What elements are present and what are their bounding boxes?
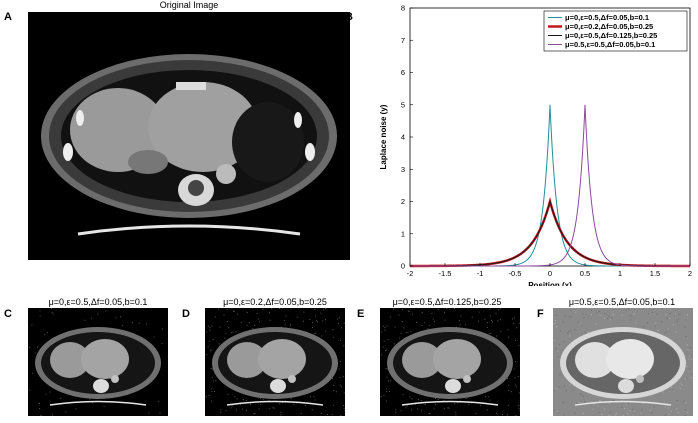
y-axis-label: Laplace noise (y) <box>379 104 388 169</box>
x-tick-label: -0.5 <box>509 269 522 278</box>
panel-a-letter: A <box>4 11 12 23</box>
ct-image-e <box>380 308 520 416</box>
y-tick-label: 0 <box>401 262 405 271</box>
panel-d-letter: D <box>182 308 190 320</box>
y-tick-label: 3 <box>401 165 405 174</box>
x-tick-label: 2 <box>688 269 692 278</box>
panel-f-title: μ=0.5,ε=0.5,Δf=0.05,b=0.1 <box>568 297 676 307</box>
legend-box <box>543 10 688 52</box>
legend-entry-2: μ=0,ε=0.2,Δf=0.05,b=0.25 <box>565 22 653 31</box>
legend-entry-3: μ=0,ε=0.5,Δf=0.125,b=0.25 <box>565 31 657 40</box>
x-tick-label: -1.5 <box>439 269 452 278</box>
panel-e-title: μ=0,ε=0.5,Δf=0.125,b=0.25 <box>392 297 502 307</box>
legend-entry-1: μ=0,ε=0.5,Δf=0.05,b=0.1 <box>565 13 649 22</box>
x-tick-label: 0 <box>548 269 552 278</box>
x-tick-label: -1 <box>477 269 484 278</box>
x-tick-label: 1 <box>618 269 622 278</box>
y-tick-label: 1 <box>401 229 405 238</box>
panel-d-title: μ=0,ε=0.2,Δf=0.05,b=0.25 <box>223 297 327 307</box>
y-tick-label: 6 <box>401 68 405 77</box>
x-tick-label: 1.5 <box>650 269 660 278</box>
y-tick-label: 2 <box>401 197 405 206</box>
y-tick-label: 8 <box>401 4 405 13</box>
legend-entry-4: μ=0.5,ε=0.5,Δf=0.05,b=0.1 <box>565 40 655 49</box>
y-tick-label: 4 <box>401 133 405 142</box>
panel-c-letter: C <box>4 308 12 320</box>
ct-image-d <box>205 308 345 416</box>
ct-image-c <box>28 308 168 416</box>
x-tick-label: -2 <box>407 269 414 278</box>
panel-b-letter: B <box>345 11 353 23</box>
y-tick-label: 7 <box>401 36 405 45</box>
panel-c-title: μ=0,ε=0.5,Δf=0.05,b=0.1 <box>48 297 148 307</box>
laplace-noise-chart: -2 -1.5 -1 -0.5 0 0.5 1 1.5 2 0 1 2 3 4 5 6 7 8 Position (… <box>379 4 692 287</box>
panel-f-letter: F <box>537 308 544 320</box>
ct-image-f <box>553 308 693 416</box>
x-tick-label: 0.5 <box>580 269 590 278</box>
panel-e-letter: E <box>357 308 365 320</box>
panel-a-title: Original Image <box>159 0 219 10</box>
ct-image-original <box>28 12 350 260</box>
x-axis-label: Position (x) <box>528 281 572 286</box>
y-tick-label: 5 <box>401 100 405 109</box>
